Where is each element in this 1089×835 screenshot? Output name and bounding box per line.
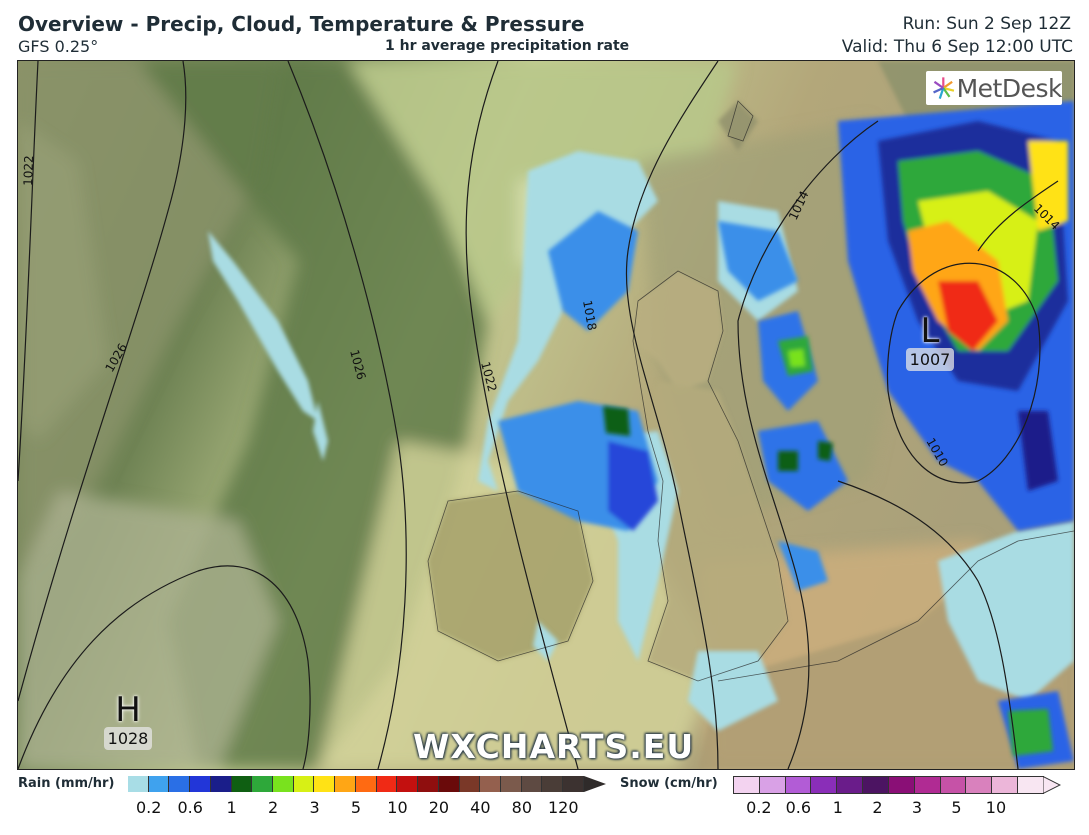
snow-bar-arrow — [1043, 776, 1061, 794]
legend-tick-label: 5 — [951, 798, 962, 817]
precip-moderate — [603, 121, 1068, 756]
legend-tick-label: 0.2 — [135, 798, 162, 817]
metdesk-logo-text: MetDesk — [956, 73, 1063, 103]
rain-bar-arrow — [584, 776, 606, 792]
legend-color-cell — [785, 777, 812, 793]
legend-tick-label: 1 — [832, 798, 843, 817]
isobar-label: 1018 — [580, 299, 599, 332]
high-pressure-value: 1028 — [103, 727, 153, 750]
low-pressure-value: 1007 — [905, 348, 955, 371]
legend-tick-label: 10 — [985, 798, 1007, 817]
run-time: Run: Sun 2 Sep 12Z — [902, 14, 1071, 34]
legend-color-cell — [190, 776, 211, 792]
map-canvas: 1022 1026 1026 1022 1018 1014 1010 1014 — [18, 61, 1074, 769]
legend-color-cell — [231, 776, 253, 792]
legend-color-cell — [314, 776, 336, 792]
wxcharts-watermark: WXCHARTS.EU — [413, 727, 695, 766]
low-pressure-letter: L — [920, 311, 940, 351]
legend-color-cell — [273, 776, 294, 792]
legend-color-cell — [888, 777, 915, 793]
legend-color-cell — [252, 776, 274, 792]
snow-color-bar — [733, 776, 1044, 794]
legend-tick-label: 20 — [428, 798, 450, 817]
legend-tick-label: 80 — [511, 798, 532, 817]
legend-color-cell — [563, 776, 584, 792]
legend-color-cell — [418, 776, 439, 792]
legend-tick-label: 5 — [350, 798, 362, 817]
high-pressure-centre: H 1028 — [98, 693, 158, 750]
rain-legend-title: Rain (mm/hr) — [18, 776, 115, 791]
weather-map[interactable]: 1022 1026 1026 1022 1018 1014 1010 1014 … — [17, 60, 1075, 770]
legend-tick-label: 120 — [547, 798, 579, 817]
legend-tick-label: 40 — [470, 798, 491, 817]
legend-tick-label: 1 — [226, 798, 237, 817]
legend-tick-label: 10 — [387, 798, 408, 817]
legend-color-cell — [1018, 777, 1044, 793]
legend-tick-label: 3 — [911, 798, 923, 817]
legend-color-cell — [128, 776, 149, 792]
isobar-label: 1022 — [21, 155, 36, 186]
metdesk-logo-icon — [933, 77, 955, 99]
legend-color-cell — [992, 777, 1019, 793]
legend-color-cell — [376, 776, 398, 792]
legend-color-cell — [335, 776, 356, 792]
legend-color-cell — [734, 777, 760, 793]
legend-color-cell — [863, 777, 889, 793]
legend-color-cell — [169, 776, 191, 792]
legend-color-cell — [521, 776, 543, 792]
legend-color-cell — [355, 776, 377, 792]
legend-color-cell — [837, 777, 864, 793]
legend-color-cell — [397, 776, 419, 792]
legend-color-cell — [759, 777, 786, 793]
coastlines — [427, 100, 1074, 682]
legend-color-cell — [914, 777, 941, 793]
legend-color-cell — [940, 777, 967, 793]
valid-time: Valid: Thu 6 Sep 12:00 UTC — [841, 37, 1073, 57]
legend: Rain (mm/hr) 0.2 0.6 1 2 3 5 10 20 40 80 120 Snow … — [0, 772, 1089, 835]
legend-color-cell — [811, 777, 838, 793]
legend-tick-label: 0.6 — [785, 798, 812, 817]
metdesk-logo: MetDesk — [926, 71, 1063, 105]
legend-color-cell — [480, 776, 501, 792]
high-pressure-letter: H — [115, 690, 141, 730]
legend-tick-label: 2 — [267, 798, 279, 817]
legend-tick-label: 0.6 — [177, 798, 203, 817]
low-pressure-centre: L 1007 — [900, 314, 960, 371]
legend-color-cell — [542, 776, 564, 792]
chart-subtitle: 1 hr average precipitation rate — [385, 38, 630, 54]
isobars — [18, 61, 1059, 769]
legend-color-cell — [459, 776, 481, 792]
legend-color-cell — [210, 776, 232, 792]
snow-legend-title: Snow (cm/hr) — [620, 776, 718, 791]
legend-color-cell — [966, 777, 993, 793]
legend-color-cell — [293, 776, 315, 792]
chart-title: Overview - Precip, Cloud, Temperature & … — [18, 12, 585, 36]
rain-color-bar — [128, 776, 584, 792]
legend-color-cell — [438, 776, 460, 792]
legend-color-cell — [148, 776, 170, 792]
legend-tick-label: 0.2 — [746, 798, 772, 817]
legend-tick-label: 3 — [309, 798, 320, 817]
legend-tick-label: 2 — [872, 798, 883, 817]
legend-color-cell — [500, 776, 522, 792]
model-label: GFS 0.25° — [18, 37, 99, 56]
